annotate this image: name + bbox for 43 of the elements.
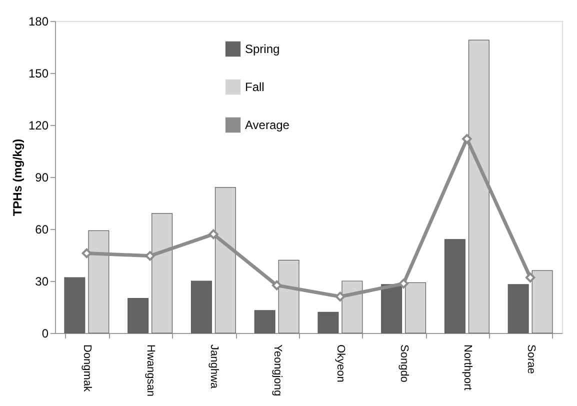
point	[272, 280, 282, 290]
x-tick-label: Sorae	[524, 344, 537, 374]
point	[398, 278, 408, 288]
bar	[508, 284, 529, 334]
legend-label: Fall	[245, 80, 264, 94]
bar	[278, 260, 300, 334]
point	[462, 134, 472, 144]
y-tick-label: 180	[28, 14, 49, 28]
legend-label: Spring	[245, 42, 280, 56]
bar	[214, 187, 236, 334]
point	[525, 272, 536, 282]
x-tick-label: Hwangsan	[144, 344, 157, 396]
y-tick-label: 90	[35, 170, 49, 184]
x-tick-label: Songdo	[398, 344, 410, 382]
y-tick-label: 30	[35, 274, 49, 288]
bar	[444, 239, 466, 334]
point	[82, 248, 92, 258]
bar	[532, 270, 553, 334]
y-axis-title: TPHs (mg/kg)	[10, 138, 24, 216]
point	[145, 250, 155, 261]
bar	[254, 310, 276, 334]
legend-label: Average	[245, 118, 290, 132]
x-tick-label: Northport	[461, 344, 474, 390]
bar	[190, 280, 212, 334]
bar	[468, 40, 490, 334]
bar	[318, 312, 339, 334]
bar	[128, 298, 149, 334]
point	[208, 229, 218, 240]
y-tick-label: 60	[35, 222, 49, 236]
y-tick-label: 0	[42, 326, 49, 340]
bar	[64, 277, 86, 334]
bar	[342, 280, 363, 334]
x-tick-label: Janghwa	[208, 344, 220, 390]
y-tick-label: 120	[28, 118, 49, 132]
bar	[88, 230, 110, 334]
x-tick-label: Dongmak	[81, 344, 94, 392]
x-tick-label: Yeongjong	[271, 344, 284, 396]
bar	[152, 213, 173, 334]
point	[335, 292, 346, 302]
x-tick-label: Okyeon	[334, 344, 347, 382]
bar	[405, 282, 426, 334]
y-tick-label: 150	[28, 66, 49, 80]
bar	[381, 284, 402, 334]
